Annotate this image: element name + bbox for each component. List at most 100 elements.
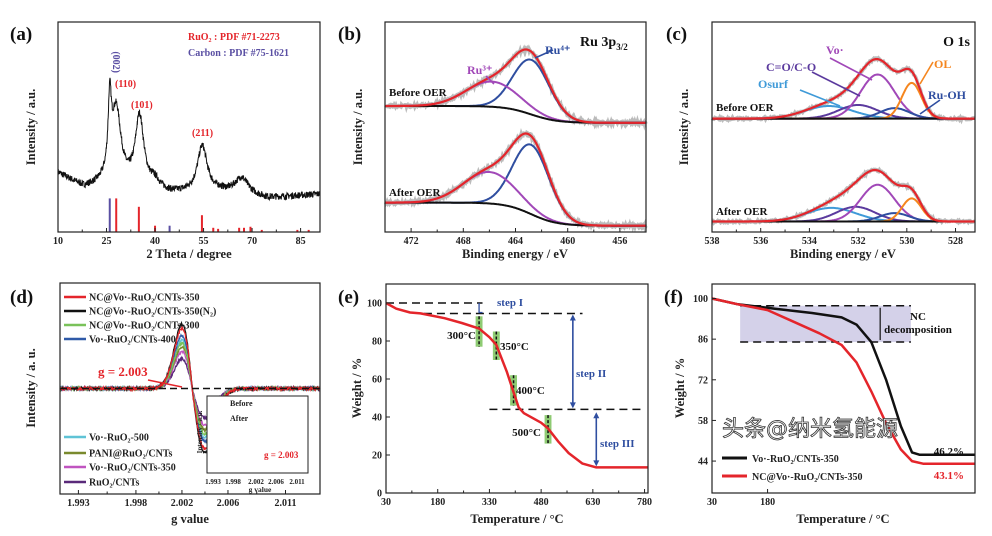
title-c: O 1s (943, 35, 970, 50)
x-tick-label-f: 30 (707, 497, 717, 508)
envelope-b (385, 132, 646, 227)
annotation-arrow (485, 75, 495, 85)
ylabel-f: Weight / % (673, 358, 687, 418)
tga-curve (385, 301, 648, 469)
label-before-c: Before OER (716, 102, 775, 114)
annotation-arrow (919, 61, 934, 85)
step-2-arrow-head (569, 402, 576, 409)
inset-g-annotation: g = 2.003 (264, 450, 299, 460)
final-black: 46.2% (934, 446, 964, 458)
y-tick-label-e: 80 (372, 337, 382, 348)
legend-f-red: NC@Vo·-RuO₂/CNTs-350 (752, 472, 862, 483)
title-b-sub: 3/2 (616, 42, 628, 52)
final-red: 43.1% (934, 470, 964, 482)
inset-tick-label: 1.998 (225, 478, 241, 486)
x-tick-label-e: 180 (430, 497, 445, 508)
y-tick-label-e: 100 (367, 299, 382, 310)
y-tick-label-f: 58 (698, 416, 708, 427)
x-tick-label-a: 85 (296, 236, 306, 247)
y-tick-label-e: 20 (372, 451, 382, 462)
ylabel-a: Intensity / a.u. (24, 89, 38, 165)
inset-legend-before: Before (230, 399, 253, 408)
x-tick-label-d: 2.006 (217, 498, 240, 509)
peak-label-101: (101) (131, 100, 153, 111)
x-tick-label-a: 25 (102, 236, 112, 247)
inset-ylabel: Intensity / a.u. (196, 410, 204, 453)
annotation-arrow (534, 49, 554, 59)
inset-legend-after: After (230, 414, 249, 423)
frame-f (711, 283, 976, 494)
step-3-arrow-head (593, 412, 600, 419)
inset-tick-label: 2.002 (248, 478, 264, 486)
legend-f-black: Vo·-RuO₂/CNTs-350 (752, 454, 839, 465)
x-tick-label-a: 55 (199, 236, 209, 247)
marker-350-label: 350°C (500, 341, 529, 353)
g-annotation: g = 2.003 (98, 364, 148, 379)
x-tick-label-e: 330 (482, 497, 497, 508)
band-label-2: decomposition (884, 324, 952, 336)
ylabel-e: Weight / % (350, 358, 364, 418)
marker-400-label: 400°C (516, 385, 545, 397)
xlabel-a: 2 Theta / degree (146, 247, 232, 261)
x-tick-label-b: 468 (456, 236, 471, 247)
component-b (385, 143, 646, 227)
label-ruoh: Ru-OH (928, 88, 967, 102)
x-tick-label-a: 70 (247, 236, 257, 247)
annotation-arrow (799, 89, 841, 107)
peak-label-002: (002) (110, 51, 121, 73)
ylabel-b: Intensity / a.u. (351, 89, 365, 165)
legend-label: RuO₂/CNTs (89, 478, 140, 489)
annotation-arrow (811, 71, 861, 97)
x-tick-label-c: 530 (899, 236, 914, 247)
panel-label-b: (b) (338, 24, 361, 45)
background-b (385, 201, 646, 227)
frame-c (711, 21, 976, 233)
inset-tick-label: 2.011 (289, 478, 305, 486)
step-2-arrow-head (569, 314, 576, 321)
step-2-label: step II (576, 368, 606, 380)
envelope-c (712, 168, 975, 223)
label-ol: OL (934, 57, 951, 71)
legend-carbon: Carbon : PDF #75-1621 (188, 48, 289, 59)
peak-label-211: (211) (192, 128, 213, 139)
tga-curve (711, 297, 975, 465)
legend-label: NC@Vo·-RuO₂/CNTs-350 (89, 293, 199, 304)
x-tick-label-e: 480 (534, 497, 549, 508)
legend-label: NC@Vo·-RuO₂/CNTs-350(N₂) (89, 307, 216, 318)
x-tick-label-a: 40 (150, 236, 160, 247)
legend-label: Vo·-RuO₂-500 (89, 433, 149, 444)
label-co: C=O/C-O (766, 60, 816, 74)
panel-label-f: (f) (664, 287, 683, 308)
x-tick-label-e: 630 (585, 497, 600, 508)
inset-xlabel: g value (249, 485, 272, 494)
annotation-arrow (919, 99, 941, 115)
frame-d (59, 282, 321, 495)
annotation-arrow (829, 57, 873, 81)
xlabel-f: Temperature / °C (796, 512, 889, 526)
envelope-b (385, 48, 646, 124)
marker-500-label: 500°C (512, 427, 541, 439)
y-tick-label-f: 100 (693, 294, 708, 305)
x-tick-label-b: 472 (404, 236, 419, 247)
label-vo: Vo· (826, 43, 844, 57)
step-1-bracket (478, 303, 483, 314)
legend-label: NC@Vo·-RuO₂/CNTs-300 (89, 321, 199, 332)
x-tick-label-c: 528 (948, 236, 963, 247)
x-tick-label-a: 10 (53, 236, 63, 247)
y-tick-label-f: 72 (698, 375, 708, 386)
panel-label-d: (d) (10, 287, 33, 308)
x-tick-label-c: 534 (802, 236, 817, 247)
ylabel-d: Intensity / a. u. (24, 348, 38, 428)
peak-label-110: (110) (115, 79, 136, 90)
label-before-b: Before OER (389, 87, 448, 99)
y-tick-label-f: 86 (698, 335, 708, 346)
tga-curve (711, 297, 975, 456)
xlabel-c: Binding energy / eV (790, 247, 896, 261)
x-tick-label-e: 30 (381, 497, 391, 508)
legend-label: Vo·-RuO₂/CNTs-350 (89, 463, 176, 474)
inset-frame (206, 395, 309, 474)
label-ru3: Ru³⁺ (467, 63, 492, 77)
x-tick-label-d: 2.002 (171, 498, 194, 509)
panel-label-a: (a) (10, 24, 32, 45)
x-tick-label-d: 1.998 (125, 498, 148, 509)
